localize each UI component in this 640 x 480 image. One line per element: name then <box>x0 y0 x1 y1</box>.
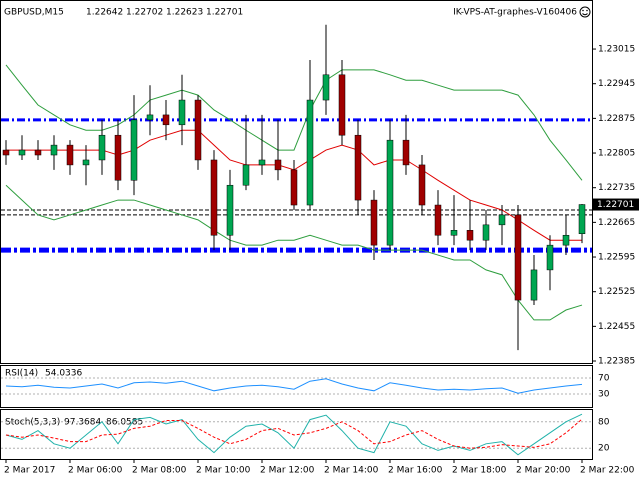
x-tick-label: 2 Mar 08:00 <box>132 466 187 476</box>
indicator-line <box>5 413 583 456</box>
symbol-title: GBPUSD,M15 <box>4 8 64 18</box>
candle-body <box>514 214 522 301</box>
y-tick-label: 1.22525 <box>598 287 635 297</box>
indicator-line <box>5 378 583 394</box>
x-tick-label: 2 Mar 22:00 <box>580 466 635 476</box>
candle-body <box>562 234 570 246</box>
candle-body <box>50 144 58 156</box>
band-line <box>5 184 583 321</box>
candle-body <box>546 244 554 271</box>
main-frame <box>0 0 593 364</box>
candle-body <box>98 134 106 161</box>
candle-body <box>306 99 314 206</box>
ohlc-high: 1.22702 <box>126 8 163 18</box>
candle-body <box>338 74 346 136</box>
x-tick-label: 2 Mar 18:00 <box>452 466 507 476</box>
x-tick-label: 2 Mar 10:00 <box>196 466 251 476</box>
y-tick-label: 80 <box>598 417 610 427</box>
candle-body <box>82 159 90 166</box>
y-tick-label: 1.22945 <box>598 79 635 89</box>
candle-body <box>130 119 138 181</box>
candle-body <box>354 134 362 201</box>
x-tick-label: 2 Mar 16:00 <box>388 466 443 476</box>
candle-body <box>290 169 298 206</box>
candle-body <box>498 214 506 226</box>
watermark: IK-VPS-AT-graphes-V160406 <box>453 8 577 18</box>
candle-body <box>34 149 42 156</box>
smiley <box>579 6 591 18</box>
x-tick-label: 2 Mar 12:00 <box>260 466 315 476</box>
candle-body <box>322 74 330 101</box>
stoch-title: Stoch(5,3,3) <box>5 418 60 428</box>
candle-body <box>2 149 10 156</box>
candle-body <box>178 99 186 126</box>
candle-body <box>370 199 378 246</box>
y-tick-label: 1.22805 <box>598 149 635 159</box>
candle-body <box>114 134 122 181</box>
ohlc-open: 1.22642 <box>86 8 123 18</box>
rsi-frame <box>0 365 593 408</box>
y-tick-label: 1.22735 <box>598 183 635 193</box>
candle-body <box>18 149 26 156</box>
ohlc-low: 1.22623 <box>166 8 203 18</box>
candle-body <box>402 139 410 166</box>
rsi-title: RSI(14) <box>5 369 38 379</box>
candle-body <box>194 99 202 161</box>
price-box-label: 1.22701 <box>597 200 634 210</box>
x-tick-label: 2 Mar 14:00 <box>324 466 379 476</box>
x-tick-label: 2 Mar 20:00 <box>516 466 571 476</box>
candle-body <box>258 159 266 166</box>
y-tick-label: 1.22875 <box>598 114 635 124</box>
y-tick-label: 1.23015 <box>598 45 635 55</box>
candle-body <box>386 139 394 246</box>
stoch-signal-value: 86.0585 <box>106 418 143 428</box>
y-tick-label: 1.22665 <box>598 218 635 228</box>
stoch-frame <box>0 409 593 460</box>
x-tick-label: 2 Mar 06:00 <box>68 466 123 476</box>
ohlc-close: 1.22701 <box>206 8 243 18</box>
candle-body <box>450 230 458 236</box>
candle-body <box>418 164 426 206</box>
price-box <box>593 198 639 211</box>
rsi-value: 54.0336 <box>45 369 82 379</box>
y-tick-label: 20 <box>598 444 610 454</box>
y-tick-label: 1.22595 <box>598 253 635 263</box>
y-tick-label: 30 <box>598 390 610 400</box>
x-tick-label: 2 Mar 2017 <box>4 466 55 476</box>
candle-body <box>210 159 218 236</box>
candle-body <box>146 114 154 121</box>
candle-body <box>530 269 538 301</box>
y-tick-label: 70 <box>598 374 610 384</box>
candle-body <box>466 230 474 241</box>
candle-body <box>274 159 282 171</box>
candle-body <box>162 114 170 126</box>
indicator-line <box>5 418 583 449</box>
candle-body <box>482 224 490 241</box>
stoch-main-value: 97.3684 <box>64 418 101 428</box>
candle-body <box>66 144 74 166</box>
candle-body <box>578 204 586 235</box>
y-tick-label: 1.22455 <box>598 322 635 332</box>
y-tick-label: 1.22385 <box>598 357 635 367</box>
candle-body <box>242 164 250 186</box>
candle-body <box>434 204 442 236</box>
candle-body <box>226 184 234 236</box>
